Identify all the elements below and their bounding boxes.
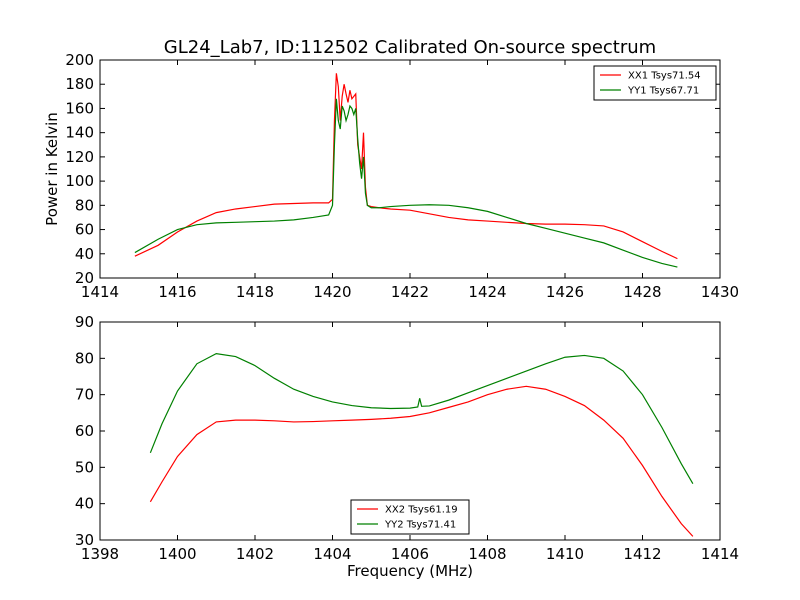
y-tick-label: 200 bbox=[65, 51, 94, 69]
x-tick-label: 1430 bbox=[701, 283, 739, 301]
top-subplot: 1414 1416 1418 1420 1422 1424 1426 1428 1430 20 40… bbox=[43, 51, 739, 301]
y-tick-label: 60 bbox=[75, 422, 94, 440]
x-tick-label: 1404 bbox=[313, 545, 351, 563]
legend-entry: XX1 Tsys71.54 bbox=[628, 71, 701, 82]
series-line-2-1 bbox=[149, 385, 694, 537]
y-tick-label: 40 bbox=[75, 245, 94, 263]
x-tick-label: 1400 bbox=[158, 545, 196, 563]
series-line-1-2 bbox=[134, 98, 678, 268]
y-tick-label: 140 bbox=[65, 124, 94, 142]
x-tick-label: 1420 bbox=[313, 283, 351, 301]
x-tick-label: 1408 bbox=[468, 545, 506, 563]
legend-entry: YY2 Tsys71.41 bbox=[384, 520, 456, 531]
x-axis-label: Frequency (MHz) bbox=[347, 562, 473, 580]
y-tick-label: 20 bbox=[75, 269, 94, 287]
x-tick-label: 1416 bbox=[158, 283, 196, 301]
x-tick-label: 1412 bbox=[623, 545, 661, 563]
y-tick-label: 160 bbox=[65, 99, 94, 117]
y-tick-label: 120 bbox=[65, 148, 94, 166]
x-tick-label: 1428 bbox=[623, 283, 661, 301]
y-tick-label: 90 bbox=[75, 313, 94, 331]
figure-title: GL24_Lab7, ID:112502 Calibrated On-sourc… bbox=[164, 37, 656, 58]
y-tick-label: 80 bbox=[75, 196, 94, 214]
y-axis-label: Power in Kelvin bbox=[43, 112, 61, 226]
y-tick-label: 180 bbox=[65, 75, 94, 93]
legend: XX2 Tsys61.19 YY2 Tsys71.41 bbox=[350, 499, 470, 535]
y-tick-label: 50 bbox=[75, 458, 94, 476]
y-tick-label: 70 bbox=[75, 386, 94, 404]
bottom-subplot: 1398 1400 1402 1404 1406 1408 1410 1412 1414 30 40… bbox=[75, 313, 739, 580]
x-tick-label: 1422 bbox=[391, 283, 429, 301]
series-line-1-1 bbox=[134, 73, 678, 260]
x-tick-label: 1418 bbox=[236, 283, 274, 301]
x-tick-label: 1398 bbox=[81, 545, 119, 563]
series-line-2-2 bbox=[149, 352, 694, 484]
y-tick-label: 80 bbox=[75, 349, 94, 367]
x-tick-label: 1414 bbox=[81, 283, 119, 301]
x-tick-label: 1410 bbox=[546, 545, 584, 563]
legend-entry: XX2 Tsys61.19 bbox=[385, 505, 458, 516]
y-tick-label: 40 bbox=[75, 495, 94, 513]
x-tick-label: 1406 bbox=[391, 545, 429, 563]
y-tick-label: 30 bbox=[75, 531, 94, 549]
y-tick-label: 100 bbox=[65, 172, 94, 190]
x-tick-label: 1424 bbox=[468, 283, 506, 301]
legend-entry: YY1 Tsys67.71 bbox=[627, 86, 699, 97]
x-tick-label: 1414 bbox=[701, 545, 739, 563]
y-tick-label: 60 bbox=[75, 221, 94, 239]
x-tick-label: 1426 bbox=[546, 283, 584, 301]
legend: XX1 Tsys71.54 YY1 Tsys67.71 bbox=[593, 65, 717, 101]
x-tick-label: 1402 bbox=[236, 545, 274, 563]
